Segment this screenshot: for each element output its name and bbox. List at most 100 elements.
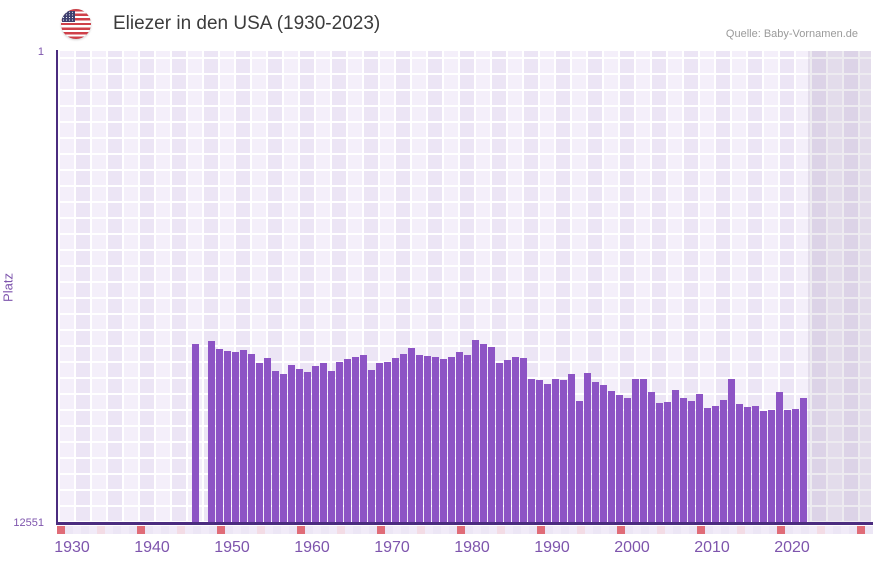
bar-2008[interactable]	[696, 394, 703, 523]
bar-1945[interactable]	[192, 344, 199, 523]
bar-1987[interactable]	[528, 379, 535, 523]
bar-2003[interactable]	[656, 402, 663, 523]
strip-cell	[201, 526, 209, 534]
bar-1989[interactable]	[544, 384, 551, 523]
strip-cell	[249, 526, 257, 534]
bar-2015[interactable]	[752, 406, 759, 523]
strip-cell	[321, 526, 329, 534]
bar-2005[interactable]	[672, 390, 679, 523]
bar-2021[interactable]	[800, 397, 807, 523]
strip-cell	[273, 526, 281, 534]
bar-1977[interactable]	[448, 357, 455, 523]
bar-1965[interactable]	[352, 356, 359, 523]
strip-cell	[313, 526, 321, 534]
bar-1979[interactable]	[464, 355, 471, 523]
bar-1951[interactable]	[240, 349, 247, 523]
bar-1947[interactable]	[208, 341, 215, 523]
bar-1971[interactable]	[400, 354, 407, 523]
x-tick-2000: 2000	[614, 539, 650, 556]
bar-2013[interactable]	[736, 404, 743, 523]
bar-2004[interactable]	[664, 402, 671, 523]
bar-2014[interactable]	[744, 406, 751, 523]
bar-1952[interactable]	[248, 353, 255, 523]
bar-2006[interactable]	[680, 398, 687, 523]
bar-2002[interactable]	[648, 391, 655, 523]
bar-1986[interactable]	[520, 358, 527, 523]
bar-1968[interactable]	[376, 363, 383, 523]
x-tick-1960: 1960	[294, 539, 330, 556]
bar-1975[interactable]	[432, 357, 439, 523]
bar-1954[interactable]	[264, 357, 271, 523]
bar-1969[interactable]	[384, 362, 391, 523]
bar-1953[interactable]	[256, 362, 263, 523]
bar-1982[interactable]	[488, 346, 495, 523]
strip-cell	[409, 526, 417, 534]
strip-cell	[481, 526, 489, 534]
bar-2019[interactable]	[784, 410, 791, 523]
bar-1966[interactable]	[360, 354, 367, 523]
bar-1983[interactable]	[496, 362, 503, 523]
bar-1999[interactable]	[624, 397, 631, 523]
bar-2018[interactable]	[776, 392, 783, 523]
bar-1995[interactable]	[592, 382, 599, 523]
bar-1967[interactable]	[368, 370, 375, 523]
bar-2001[interactable]	[640, 379, 647, 523]
bar-1992[interactable]	[568, 374, 575, 523]
bar-2000[interactable]	[632, 378, 639, 523]
strip-cell	[505, 526, 513, 534]
bar-1991[interactable]	[560, 379, 567, 523]
bar-1974[interactable]	[424, 356, 431, 523]
plot-area	[58, 51, 871, 523]
strip-cell	[849, 526, 857, 534]
bar-1972[interactable]	[408, 348, 415, 523]
bar-1988[interactable]	[536, 380, 543, 523]
bar-1996[interactable]	[600, 385, 607, 523]
strip-cell	[241, 526, 249, 534]
bar-2011[interactable]	[720, 400, 727, 523]
bar-1981[interactable]	[480, 344, 487, 523]
strip-cell	[681, 526, 689, 534]
strip-cell	[89, 526, 97, 534]
bar-2012[interactable]	[728, 379, 735, 523]
bar-1980[interactable]	[472, 340, 479, 523]
bar-1958[interactable]	[296, 368, 303, 523]
bar-1963[interactable]	[336, 361, 343, 523]
strip-cell-decade	[537, 526, 545, 534]
bar-1997[interactable]	[608, 391, 615, 523]
bar-1973[interactable]	[416, 355, 423, 523]
strip-cell	[769, 526, 777, 534]
bar-1957[interactable]	[288, 364, 295, 523]
bar-1985[interactable]	[512, 357, 519, 523]
bar-2010[interactable]	[712, 406, 719, 523]
bar-1948[interactable]	[216, 348, 223, 523]
bar-1955[interactable]	[272, 371, 279, 523]
strip-cell	[801, 526, 809, 534]
x-axis-line	[55, 522, 873, 525]
bar-1959[interactable]	[304, 371, 311, 523]
bar-1949[interactable]	[224, 351, 231, 523]
bar-1993[interactable]	[576, 401, 583, 523]
bar-2007[interactable]	[688, 401, 695, 523]
bar-1961[interactable]	[320, 363, 327, 523]
strip-cell-decade	[297, 526, 305, 534]
bar-2017[interactable]	[768, 410, 775, 523]
strip-cell-decade	[777, 526, 785, 534]
bar-1994[interactable]	[584, 372, 591, 523]
bar-2020[interactable]	[792, 408, 799, 523]
bar-1970[interactable]	[392, 358, 399, 523]
strip-cell	[665, 526, 673, 534]
bar-1962[interactable]	[328, 371, 335, 523]
bar-1960[interactable]	[312, 366, 319, 523]
bar-1976[interactable]	[440, 358, 447, 523]
bar-2009[interactable]	[704, 408, 711, 523]
bar-1978[interactable]	[456, 352, 463, 523]
bar-1964[interactable]	[344, 359, 351, 523]
strip-cell	[833, 526, 841, 534]
bar-1990[interactable]	[552, 378, 559, 523]
bar-1950[interactable]	[232, 351, 239, 523]
bar-1998[interactable]	[616, 395, 623, 523]
strip-cell	[601, 526, 609, 534]
bar-2016[interactable]	[760, 411, 767, 523]
bar-1984[interactable]	[504, 360, 511, 523]
bar-1956[interactable]	[280, 374, 287, 523]
